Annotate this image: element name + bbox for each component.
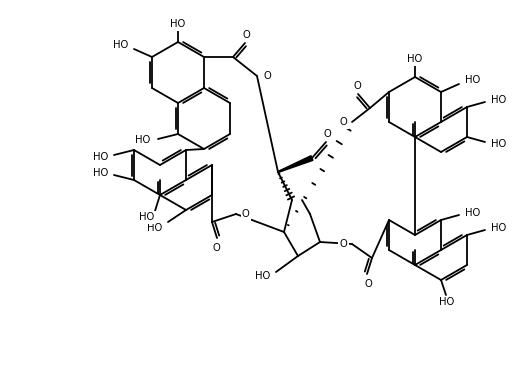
Text: O: O bbox=[212, 243, 220, 253]
Text: HO: HO bbox=[407, 54, 423, 64]
Text: HO: HO bbox=[113, 40, 128, 50]
Text: O: O bbox=[242, 30, 250, 40]
Text: O: O bbox=[242, 209, 250, 219]
Text: O: O bbox=[364, 279, 372, 289]
Text: HO: HO bbox=[255, 271, 270, 281]
Text: HO: HO bbox=[135, 135, 150, 145]
Text: HO: HO bbox=[491, 139, 506, 149]
Text: HO: HO bbox=[439, 297, 454, 307]
Text: O: O bbox=[263, 71, 271, 81]
Text: O: O bbox=[339, 239, 347, 249]
Text: HO: HO bbox=[170, 19, 186, 29]
Text: HO: HO bbox=[491, 223, 506, 233]
Text: HO: HO bbox=[491, 95, 506, 105]
Text: HO: HO bbox=[147, 223, 162, 233]
Text: HO: HO bbox=[465, 75, 480, 85]
Text: HO: HO bbox=[93, 152, 108, 162]
Text: HO: HO bbox=[465, 208, 480, 218]
Text: O: O bbox=[339, 117, 347, 127]
Text: HO: HO bbox=[93, 168, 108, 178]
Text: O: O bbox=[323, 129, 331, 139]
Text: HO: HO bbox=[139, 212, 154, 222]
Text: O: O bbox=[353, 81, 361, 91]
Polygon shape bbox=[278, 156, 313, 172]
